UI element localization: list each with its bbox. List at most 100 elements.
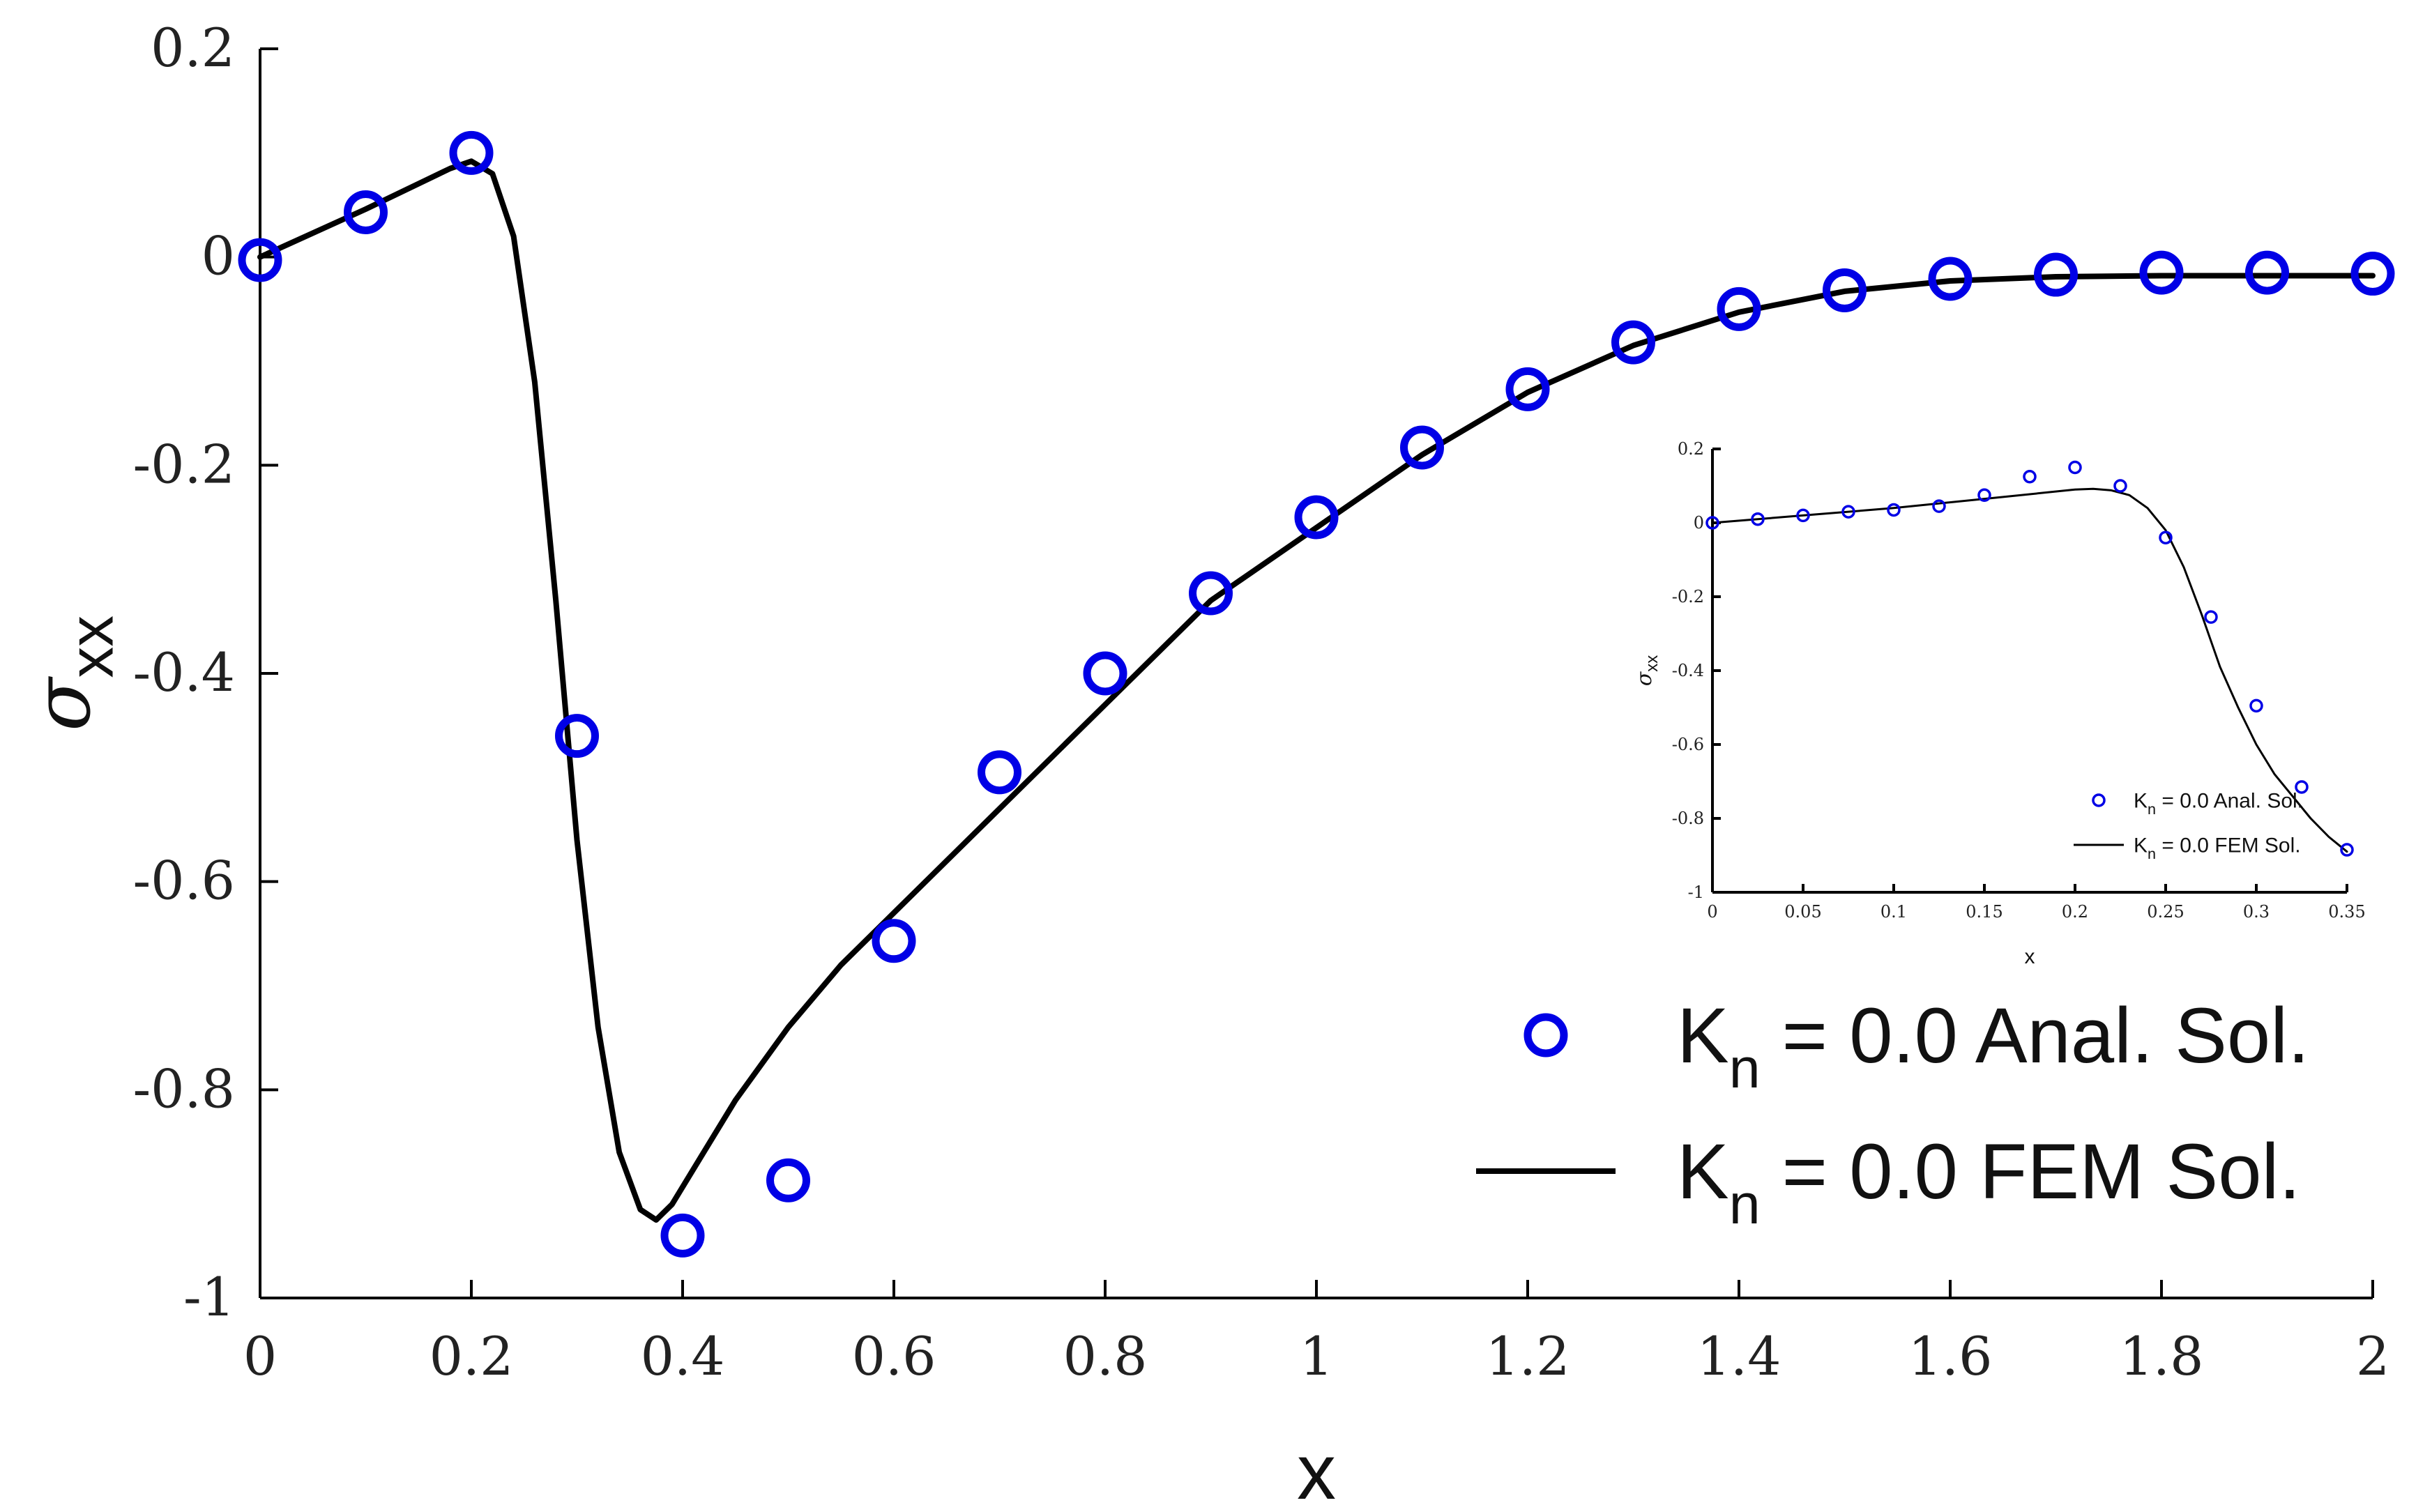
inset-x-label: x [2025, 945, 2035, 968]
main-y-tick-label: 0 [202, 225, 235, 287]
main-data-point [2245, 250, 2289, 295]
main-data-point [1823, 268, 1867, 312]
inset-data-point [1977, 488, 1991, 502]
main-x-tick-label: 0.2 [430, 1325, 514, 1387]
inset-legend-label-sub: n [2148, 845, 2156, 862]
main-data-point [555, 714, 599, 758]
main-y-label-symbol: σ [17, 676, 108, 731]
inset-data-point [2023, 470, 2037, 484]
main-legend-label-main: K [1677, 992, 1729, 1079]
inset-x-tick-label: 0.15 [1966, 902, 2003, 922]
main-legend-label-rest: = 0.0 Anal. Sol. [1761, 992, 2310, 1079]
inset-group: 0 0.05 0.1 0.15 0.2 0.25 0.3 0.35 0.2 0 -0.2 -0.4 -0… [1632, 439, 2366, 968]
main-legend-label-sub: n [1729, 1037, 1761, 1100]
main-data-point [1505, 367, 1550, 411]
inset-y-tick-label: -0.8 [1672, 809, 1704, 828]
inset-legend-label-sub: n [2148, 800, 2156, 818]
main-x-tick-label: 1.4 [1697, 1325, 1781, 1387]
main-data-point [1611, 320, 1655, 365]
main-data-point [1928, 257, 1973, 301]
inset-data-point [2295, 780, 2309, 794]
main-x-tick-label: 1 [1300, 1325, 1333, 1387]
inset-x-tick-label: 0.1 [1880, 902, 1907, 922]
inset-data-point [1796, 508, 1810, 523]
inset-legend-label-rest: = 0.0 FEM Sol. [2156, 834, 2301, 857]
main-legend-marker [1523, 1013, 1568, 1057]
main-data-point [1294, 495, 1339, 540]
inset-legend-label-main: K [2134, 834, 2148, 857]
main-data-point [978, 750, 1021, 795]
main-y-tick-label: -0.2 [132, 433, 235, 495]
inset-legend-label-rest: = 0.0 Anal. Sol. [2156, 790, 2303, 813]
main-data-point [660, 1213, 705, 1258]
inset-data-point [2340, 843, 2354, 857]
inset-y-label-subscript: xx [1643, 655, 1662, 672]
main-legend-label-sub: n [1729, 1173, 1761, 1236]
main-x-tick-label: 1.6 [1908, 1325, 1993, 1387]
main-x-tick-label: 0.8 [1063, 1325, 1148, 1387]
inset-data-point [2068, 460, 2082, 475]
main-y-tick-label: -0.6 [132, 850, 235, 912]
inset-legend-marker [2092, 793, 2106, 807]
inset-x-tick-label: 0 [1707, 902, 1717, 922]
main-legend: Kn = 0.0 Anal. Sol.Kn = 0.0 FEM Sol. [1476, 992, 2309, 1236]
main-data-point [449, 130, 494, 175]
inset-data-point [1841, 505, 1855, 519]
main-data-point [2350, 252, 2395, 296]
main-y-tick-label: -0.8 [132, 1057, 235, 1120]
main-legend-label-rest: = 0.0 FEM Sol. [1761, 1128, 2301, 1215]
inset-data-point [2113, 479, 2127, 493]
inset-data-point [1705, 516, 1719, 530]
inset-data-point [1887, 503, 1901, 517]
main-y-label-subscript: xx [56, 616, 126, 678]
main-legend-label: Kn = 0.0 Anal. Sol. [1677, 992, 2309, 1100]
main-x-tick-label: 1.8 [2120, 1325, 2204, 1387]
inset-y-tick-label: 0.2 [1678, 439, 1704, 459]
inset-x-tick-label: 0.25 [2147, 902, 2184, 922]
inset-y-tick-label: -0.4 [1672, 661, 1704, 680]
main-data-point [2034, 252, 2078, 297]
inset-y-tick-label: 0 [1694, 513, 1704, 533]
main-x-tick-label: 0.4 [641, 1325, 725, 1387]
inset-data-point [2159, 530, 2173, 544]
inset-y-tick-label: -1 [1688, 883, 1704, 902]
main-legend-label-main: K [1677, 1128, 1729, 1215]
main-x-tick-label: 0.6 [852, 1325, 936, 1387]
main-y-tick-label: 0.2 [151, 17, 235, 79]
main-legend-label: Kn = 0.0 FEM Sol. [1677, 1128, 2301, 1236]
inset-x-tick-label: 0.2 [2062, 902, 2088, 922]
inset-legend-label: Kn = 0.0 FEM Sol. [2134, 834, 2301, 863]
main-data-point [1400, 425, 1444, 470]
inset-series-line [1711, 487, 2348, 853]
inset-y-label-symbol: σ [1632, 671, 1657, 686]
main-y-label: σxx [17, 616, 126, 731]
main-x-tick-label: 2 [2356, 1325, 2389, 1387]
main-data-point [1189, 571, 1233, 616]
inset-y-label: σxx [1632, 655, 1662, 686]
main-data-point [766, 1158, 810, 1202]
main-data-point [344, 190, 388, 234]
main-data-point [238, 238, 282, 282]
inset-x-tick-label: 0.35 [2328, 902, 2365, 922]
main-group: 0 0.2 0.4 0.6 0.8 1 1.2 1.4 1.6 1.8 2 0.2 0 -0.2 -0.4 -… [17, 17, 2395, 1512]
inset-x-tick-label: 0.05 [1784, 902, 1821, 922]
inset-legend: Kn = 0.0 Anal. Sol.Kn = 0.0 FEM Sol. [2074, 790, 2303, 863]
inset-legend-label-main: K [2134, 790, 2148, 813]
main-data-point [872, 919, 916, 963]
inset-data-point [1932, 499, 1946, 513]
main-x-label: x [1297, 1428, 1336, 1512]
inset-legend-label: Kn = 0.0 Anal. Sol. [2134, 790, 2303, 818]
main-data-point [2139, 250, 2184, 295]
main-series-line [257, 158, 2376, 1223]
inset-data-point [2249, 698, 2263, 713]
inset-x-tick-label: 0.3 [2243, 902, 2270, 922]
inset-y-tick-label: -0.2 [1672, 587, 1704, 606]
main-y-tick-label: -0.4 [132, 641, 235, 703]
inset-data-point [2204, 610, 2218, 624]
main-data-point [1717, 287, 1761, 331]
inset-y-tick-label: -0.6 [1672, 735, 1704, 754]
main-data-point [1083, 651, 1127, 696]
inset-data-point [1751, 512, 1765, 526]
main-y-tick-label: -1 [183, 1266, 235, 1328]
